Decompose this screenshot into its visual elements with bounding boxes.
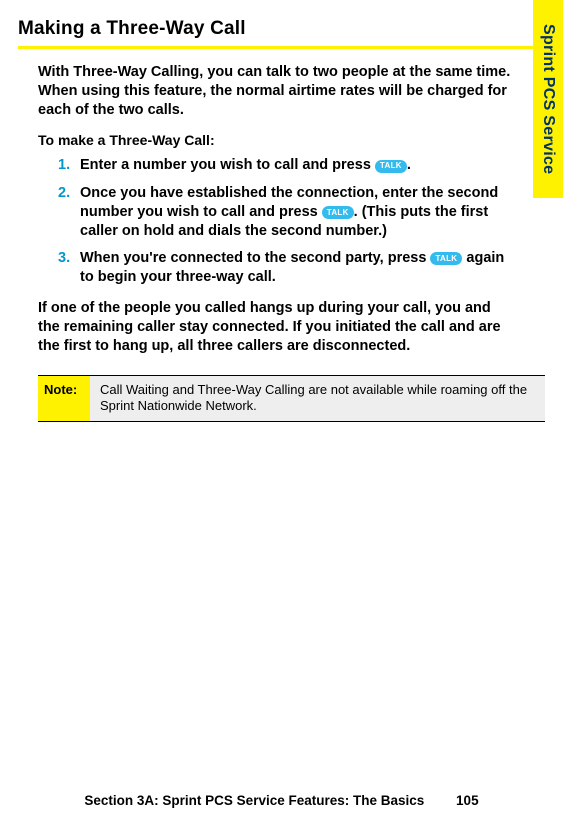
step-number: 2.: [58, 184, 70, 203]
step-number: 3.: [58, 249, 70, 268]
step-text: When you're connected to the second part…: [80, 250, 430, 266]
intro-text: With Three-Way Calling, you can talk to …: [38, 63, 515, 120]
side-tab: Sprint PCS Service: [533, 0, 563, 198]
note-text: Call Waiting and Three-Way Calling are n…: [90, 376, 545, 422]
page-title: Making a Three-Way Call: [18, 18, 545, 40]
page-footer: Section 3A: Sprint PCS Service Features:…: [0, 793, 563, 808]
step-1: 1. Enter a number you wish to call and p…: [58, 156, 515, 175]
step-number: 1.: [58, 156, 70, 175]
footer-section: Section 3A: Sprint PCS Service Features:…: [84, 793, 424, 808]
footer-page-number: 105: [456, 793, 479, 808]
title-underline: [18, 46, 545, 49]
side-tab-label: Sprint PCS Service: [539, 24, 557, 174]
step-text: Enter a number you wish to call and pres…: [80, 157, 375, 173]
steps-heading: To make a Three-Way Call:: [38, 132, 545, 148]
talk-icon: TALK: [322, 206, 354, 219]
steps-list: 1. Enter a number you wish to call and p…: [58, 156, 515, 287]
note-box: Note: Call Waiting and Three-Way Calling…: [38, 375, 545, 423]
step-3: 3. When you're connected to the second p…: [58, 249, 515, 287]
step-2: 2. Once you have established the connect…: [58, 184, 515, 241]
talk-icon: TALK: [430, 252, 462, 265]
step-text-tail: .: [407, 157, 411, 173]
note-label: Note:: [38, 376, 90, 422]
after-text: If one of the people you called hangs up…: [38, 299, 515, 356]
talk-icon: TALK: [375, 160, 407, 173]
